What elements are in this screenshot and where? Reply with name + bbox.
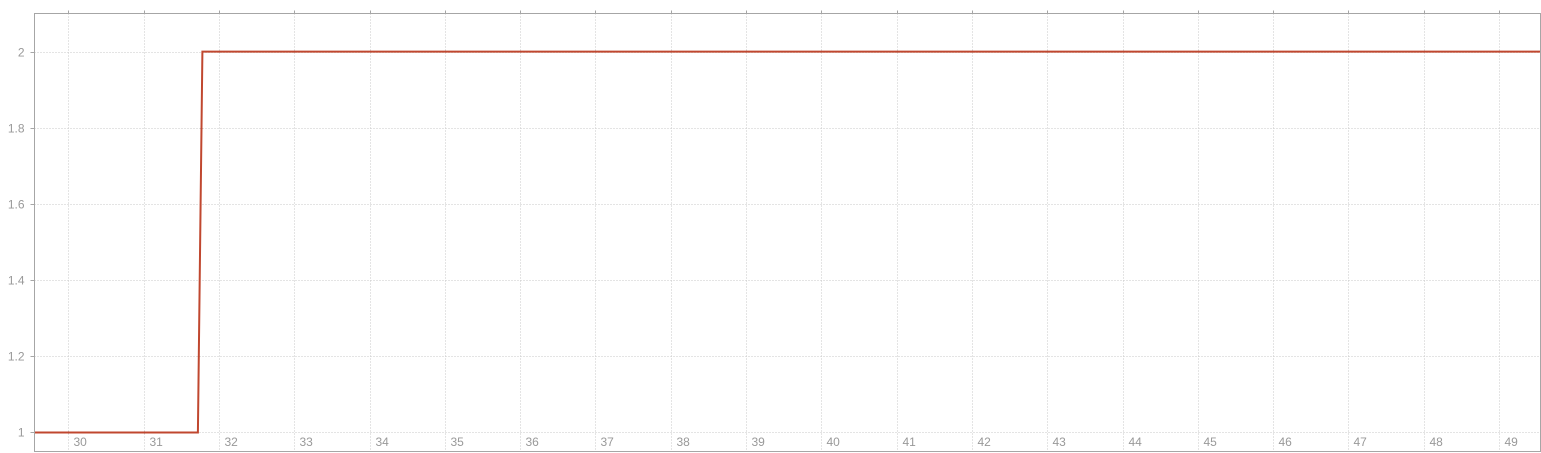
y-tick-label: 1: [18, 426, 25, 440]
x-tick-label: 43: [1053, 435, 1067, 449]
x-tick-label: 32: [225, 435, 239, 449]
x-tick-label: 33: [300, 435, 314, 449]
series-lines: [34, 50, 1541, 434]
x-tick-label: 49: [1505, 435, 1519, 449]
y-tick-label: 2: [18, 46, 25, 60]
x-tick-label: 47: [1354, 435, 1368, 449]
x-tick-label: 35: [451, 435, 465, 449]
y-tick-label: 1.6: [8, 198, 25, 212]
x-tick-label: 45: [1204, 435, 1218, 449]
plot-frame: [34, 13, 1541, 452]
x-tick-label: 42: [978, 435, 992, 449]
x-tick-label: 40: [827, 435, 841, 449]
grid: [34, 13, 1541, 452]
y-tick-label: 1.8: [8, 122, 25, 136]
axis-ticks: [30, 10, 1500, 433]
x-tick-label: 30: [74, 435, 88, 449]
x-tick-label: 37: [601, 435, 615, 449]
x-tick-label: 46: [1279, 435, 1293, 449]
tick-labels: 30 31 32 33 34 35 36 37 38 39 40 41 42 43 44 45 46 47 48 49…: [8, 46, 1518, 450]
x-tick-label: 38: [677, 435, 691, 449]
x-tick-label: 48: [1430, 435, 1444, 449]
x-tick-label: 44: [1129, 435, 1143, 449]
y-tick-label: 1.4: [8, 274, 25, 288]
y-tick-label: 1.2: [8, 350, 25, 364]
series-line: [34, 50, 1541, 434]
x-tick-label: 36: [526, 435, 540, 449]
x-tick-label: 41: [903, 435, 917, 449]
x-tick-label: 31: [150, 435, 164, 449]
x-tick-label: 39: [752, 435, 766, 449]
x-tick-label: 34: [376, 435, 390, 449]
